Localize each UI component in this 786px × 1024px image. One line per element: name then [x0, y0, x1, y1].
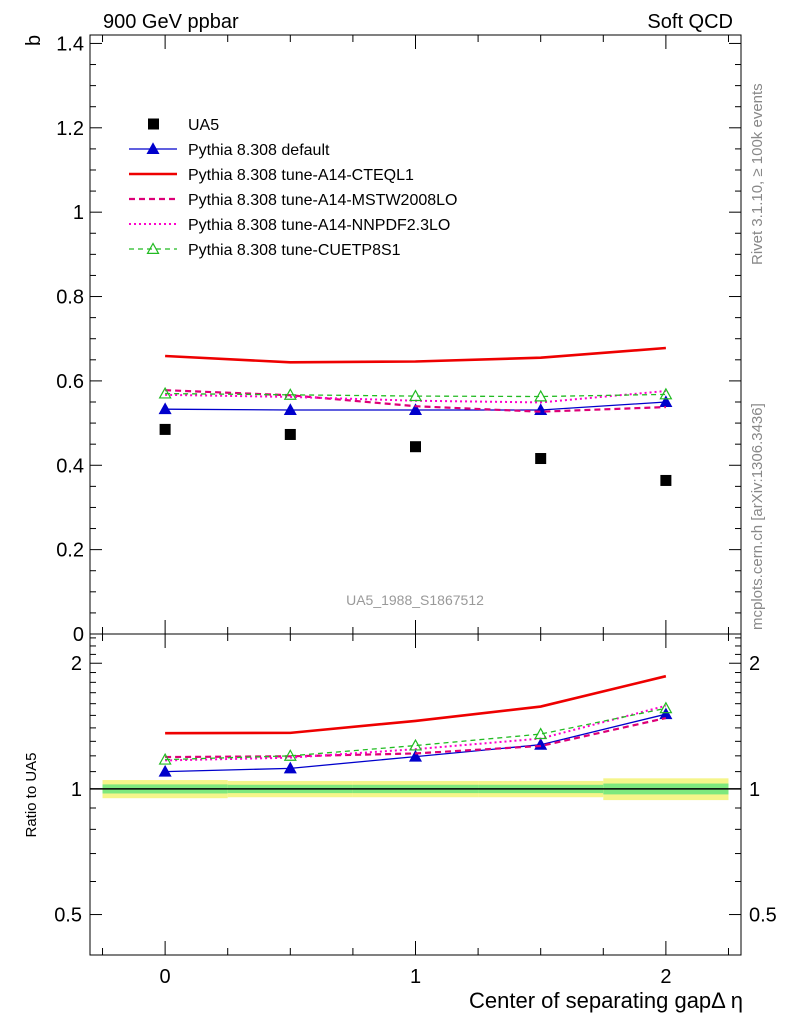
marker-cuetp8s1 — [534, 727, 548, 740]
series-mstw — [165, 389, 666, 413]
series-line-cuetp8s1 — [165, 392, 666, 398]
series-line-nnpdf — [165, 704, 667, 762]
ratio-y-tick-label: 1 — [71, 779, 82, 801]
marker-default — [408, 749, 423, 762]
legend-entry-default: Pythia 8.308 default — [129, 142, 330, 159]
marker-default — [408, 403, 423, 416]
ratio-band-layer — [90, 778, 741, 801]
marker-default — [158, 764, 172, 777]
ratio-y-tick-label: 2 — [71, 653, 82, 675]
marker-cuetp8s1 — [283, 388, 297, 400]
ratio-y-tick-label-right: 1 — [749, 779, 760, 801]
marker-cuetp8s1 — [283, 749, 297, 761]
legend-label: Pythia 8.308 tune-A14-CTEQL1 — [188, 167, 414, 184]
legend-label: Pythia 8.308 tune-CUETP8S1 — [188, 242, 401, 259]
series-line-default — [165, 713, 667, 773]
legend-entry-nnpdf: Pythia 8.308 tune-A14-NNPDF2.3LO — [129, 217, 450, 234]
legend-marker-default — [146, 142, 160, 154]
header-right-title: Soft QCD — [647, 11, 733, 33]
legend-label: Pythia 8.308 tune-A14-MSTW2008LO — [188, 192, 457, 209]
ratio-y-tick-label: 0.5 — [54, 905, 82, 927]
legend-entry-cuetp8s1: Pythia 8.308 tune-CUETP8S1 — [129, 242, 401, 259]
series-nnpdf-ratio — [165, 704, 667, 762]
axes-layer: 0 0.2 0.4 0.6 0.8 1 1.2 1.4 0 1 2 0.5 0.5 1 1 2 2 — [54, 33, 777, 988]
data-point-data — [284, 428, 296, 440]
marker-cuetp8s1 — [408, 389, 423, 402]
y-tick-label: 1.4 — [56, 33, 84, 55]
ratio-y-tick-label-right: 0.5 — [749, 905, 777, 927]
x-tick-label: 1 — [410, 966, 421, 988]
marker-default — [158, 402, 172, 415]
y-tick-label: 0.4 — [56, 455, 84, 477]
marker-cuetp8s1 — [408, 738, 423, 751]
marker-cuetp8s1 — [659, 701, 673, 714]
series-cuetp8s1-ratio — [158, 701, 673, 765]
legend-marker-data — [148, 118, 159, 130]
analysis-watermark: UA5_1988_S1867512 — [346, 592, 484, 608]
bottom-y-axis-title: Ratio to UA5 — [23, 752, 40, 837]
y-tick-label: 1.2 — [56, 118, 84, 140]
x-tick-label: 0 — [160, 966, 171, 988]
legend-marker-cuetp8s1 — [146, 242, 160, 254]
data-point-data — [660, 474, 672, 486]
legend-entry-mstw: Pythia 8.308 tune-A14-MSTW2008LO — [129, 192, 457, 209]
data-point-data — [159, 423, 171, 435]
marker-default — [659, 395, 673, 407]
series-cteql1 — [165, 346, 666, 364]
x-tick-label: 2 — [660, 966, 671, 988]
marker-default — [283, 403, 297, 416]
y-tick-label: 1 — [73, 202, 84, 224]
ratio-y-tick-label-right: 2 — [749, 653, 760, 675]
marker-cuetp8s1 — [534, 389, 548, 402]
legend: UA5 Pythia 8.308 default Pythia 8.308 tune… — [129, 117, 457, 259]
rivet-version-label: Rivet 3.1.10, ≥ 100k events — [749, 83, 766, 265]
y-tick-label: 0.2 — [56, 540, 84, 562]
legend-label: Pythia 8.308 default — [188, 142, 330, 159]
top-y-axis-title: b — [23, 35, 45, 46]
series-line-mstw — [165, 389, 666, 413]
marker-default — [283, 761, 297, 774]
legend-label: UA5 — [188, 117, 219, 134]
series-default-ratio — [158, 707, 673, 777]
legend-label: Pythia 8.308 tune-A14-NNPDF2.3LO — [188, 217, 450, 234]
series-data — [159, 423, 672, 486]
series-cteql1-ratio — [165, 674, 667, 735]
marker-cuetp8s1 — [158, 386, 172, 399]
legend-entry-cteql1: Pythia 8.308 tune-A14-CTEQL1 — [129, 167, 414, 184]
series-line-cteql1 — [165, 346, 666, 364]
y-tick-label: 0.8 — [56, 287, 84, 309]
legend-entry-data: UA5 — [148, 117, 219, 134]
y-tick-label: 0 — [73, 624, 84, 646]
marker-cuetp8s1 — [158, 752, 172, 765]
data-point-data — [410, 441, 421, 453]
series-cuetp8s1 — [158, 386, 673, 402]
mcplots-label: mcplots.cern.ch [arXiv:1306.3436] — [749, 403, 766, 630]
marker-cuetp8s1 — [659, 387, 673, 400]
series-layer — [158, 346, 673, 777]
data-point-data — [535, 453, 547, 465]
series-line-cteql1 — [165, 674, 667, 735]
y-tick-label: 0.6 — [56, 371, 84, 393]
series-line-cuetp8s1 — [165, 707, 667, 761]
header-left-title: 900 GeV ppbar — [103, 11, 239, 33]
x-axis-title: Center of separating gapΔ η — [469, 988, 743, 1013]
